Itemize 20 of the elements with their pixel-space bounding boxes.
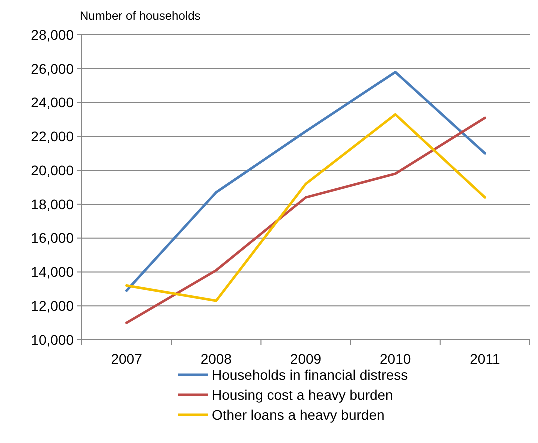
line-series xyxy=(126,71,486,292)
y-tick-label: 18,000 xyxy=(31,196,74,212)
x-tick-label: 2008 xyxy=(200,351,232,367)
y-axis-title: Number of households xyxy=(80,9,201,23)
y-tick-label: 20,000 xyxy=(31,162,74,178)
legend-label: Households in financial distress xyxy=(212,366,408,383)
x-tick-label: 2009 xyxy=(290,351,322,367)
y-tick-label: 22,000 xyxy=(31,128,74,145)
y-tick-label: 14,000 xyxy=(31,264,74,280)
y-tick-label: 26,000 xyxy=(31,60,74,77)
x-tick-label: 2007 xyxy=(111,351,143,367)
y-tick-label: 10,000 xyxy=(31,332,74,348)
y-tick-label: 12,000 xyxy=(31,298,74,314)
x-tick-label: 2010 xyxy=(380,351,412,367)
legend-label: Housing cost a heavy burden xyxy=(212,386,394,403)
y-tick-label: 16,000 xyxy=(31,230,74,246)
legend-label: Other loans a heavy burden xyxy=(212,406,385,423)
y-tick-label: 28,000 xyxy=(31,26,74,43)
x-tick-label: 2011 xyxy=(470,351,500,367)
y-tick-label: 24,000 xyxy=(31,94,74,111)
